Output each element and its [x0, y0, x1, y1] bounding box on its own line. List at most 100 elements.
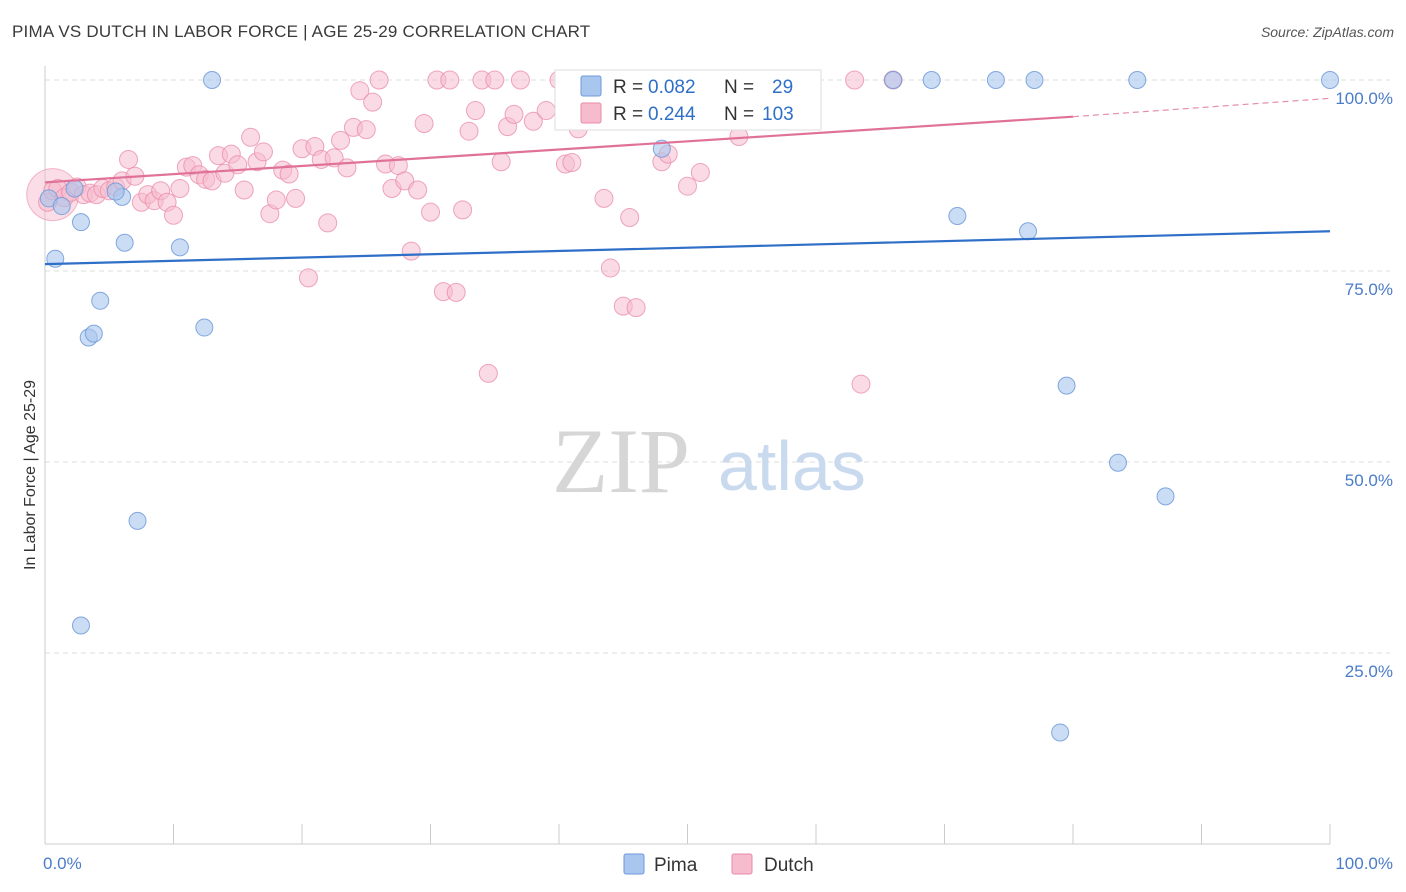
dutch-point-41 — [298, 268, 318, 288]
dutch-point-82 — [594, 188, 614, 208]
source-label: Source: ZipAtlas.com — [1260, 24, 1394, 40]
dutch-point-100 — [851, 374, 871, 394]
grid — [45, 79, 1390, 654]
dutch-point-59 — [414, 114, 434, 134]
pima-point-8 — [91, 291, 110, 310]
pima-point-2 — [65, 179, 84, 198]
dutch-point-99 — [845, 70, 865, 90]
watermark-atlas: atlas — [718, 427, 866, 505]
dutch-point-58 — [408, 180, 428, 200]
pima-point-20 — [1128, 71, 1147, 89]
dutch-point-93 — [690, 162, 710, 182]
dutch-point-76 — [536, 101, 556, 121]
dutch-point-47 — [337, 158, 357, 178]
dutch-point-51 — [363, 92, 383, 112]
dutch-point-56 — [395, 171, 415, 191]
dutch-point-52 — [369, 70, 389, 90]
y-tick-label-25: 25.0% — [1345, 662, 1393, 681]
watermark: ZIP atlas — [552, 410, 866, 512]
legend-dutch-r-label: R = — [613, 104, 643, 125]
dutch-point-74 — [510, 70, 530, 90]
dutch-point-38 — [279, 164, 299, 184]
pima-point-28 — [106, 182, 125, 201]
pima-point-7 — [170, 238, 189, 257]
y-axis-label: In Labor Force | Age 25-29 — [22, 380, 39, 570]
trend-lines — [44, 97, 1331, 266]
pima-point-12 — [128, 511, 147, 530]
pima-point-19 — [1025, 71, 1044, 89]
pima-point-23 — [1019, 222, 1038, 241]
dutch-point-31 — [234, 180, 254, 200]
dutch-trend-extension — [1072, 97, 1331, 118]
dutch-point-75 — [523, 111, 543, 131]
legend-pima-swatch — [580, 75, 602, 97]
dutch-point-65 — [453, 200, 473, 220]
legend-dutch-swatch — [580, 102, 602, 124]
legend-bottom-pima-label: Pima — [654, 855, 698, 876]
y-tick-label-100: 100.0% — [1335, 89, 1393, 108]
pima-point-26 — [1156, 487, 1175, 506]
axes: 100.0% 75.0% 50.0% 25.0% 0.0% 100.0% — [43, 66, 1393, 873]
dutch-point-83 — [600, 258, 620, 278]
dutch-point-32 — [241, 127, 261, 147]
dutch-point-63 — [440, 70, 460, 90]
legend-series: Pima Dutch — [623, 853, 814, 876]
dutch-trend-line — [44, 115, 1074, 184]
dutch-point-49 — [350, 81, 370, 101]
dutch-point-92 — [678, 176, 697, 196]
x-tick-label-min: 0.0% — [43, 854, 82, 873]
dutch-point-45 — [324, 148, 344, 168]
dutch-point-87 — [626, 298, 646, 318]
dutch-point-73 — [504, 104, 524, 124]
dutch-point-20 — [164, 205, 183, 225]
pima-point-11 — [195, 318, 214, 337]
legend-pima-r-label: R = — [613, 77, 643, 98]
dutch-points — [26, 70, 903, 394]
pima-point-1 — [52, 197, 71, 216]
dutch-point-67 — [465, 101, 485, 121]
chart-title: PIMA VS DUTCH IN LABOR FORCE | AGE 25-29… — [12, 22, 591, 41]
legend-bottom-dutch-label: Dutch — [764, 855, 814, 876]
pima-point-6 — [115, 233, 134, 252]
pima-point-25 — [1108, 453, 1127, 472]
dutch-point-34 — [253, 142, 273, 162]
legend-pima-r-value: 0.082 — [648, 77, 696, 98]
pima-point-17 — [922, 71, 941, 89]
x-tick-label-max: 100.0% — [1335, 854, 1393, 873]
legend-dutch-n-label: N = — [724, 104, 754, 125]
dutch-point-69 — [478, 363, 498, 383]
dutch-point-70 — [485, 70, 505, 90]
pima-trend-line — [44, 230, 1331, 266]
legend-stats: R = 0.082 N = 29 R = 0.244 N = 103 — [554, 69, 822, 131]
pima-point-15 — [652, 139, 671, 158]
dutch-point-46 — [331, 130, 351, 150]
pima-point-21 — [1321, 71, 1339, 89]
dutch-point-64 — [446, 282, 466, 302]
pima-point-18 — [986, 71, 1005, 89]
pima-point-14 — [203, 71, 222, 89]
y-tick-label-75: 75.0% — [1345, 280, 1393, 299]
dutch-point-44 — [318, 213, 338, 233]
dutch-point-39 — [286, 188, 306, 208]
legend-dutch-r-value: 0.244 — [648, 104, 696, 125]
y-tick-label-50: 50.0% — [1345, 471, 1393, 490]
dutch-point-21 — [170, 178, 190, 198]
dutch-point-57 — [401, 241, 421, 261]
dutch-point-36 — [266, 190, 286, 210]
legend-dutch-n-value: 103 — [762, 104, 794, 125]
dutch-point-60 — [421, 202, 440, 222]
dutch-point-13 — [119, 149, 139, 169]
pima-point-3 — [71, 213, 90, 232]
dutch-point-86 — [620, 208, 640, 228]
dutch-point-71 — [491, 152, 511, 172]
dutch-point-66 — [459, 121, 479, 141]
pima-point-22 — [948, 206, 967, 225]
legend-pima-n-label: N = — [724, 77, 754, 98]
dutch-point-50 — [356, 120, 376, 140]
legend-bottom-dutch-swatch — [731, 853, 753, 875]
legend-pima-n-value: 29 — [772, 77, 793, 98]
pima-point-16 — [884, 71, 903, 89]
legend-bottom-pima-swatch — [623, 853, 645, 875]
pima-point-10 — [84, 324, 103, 343]
